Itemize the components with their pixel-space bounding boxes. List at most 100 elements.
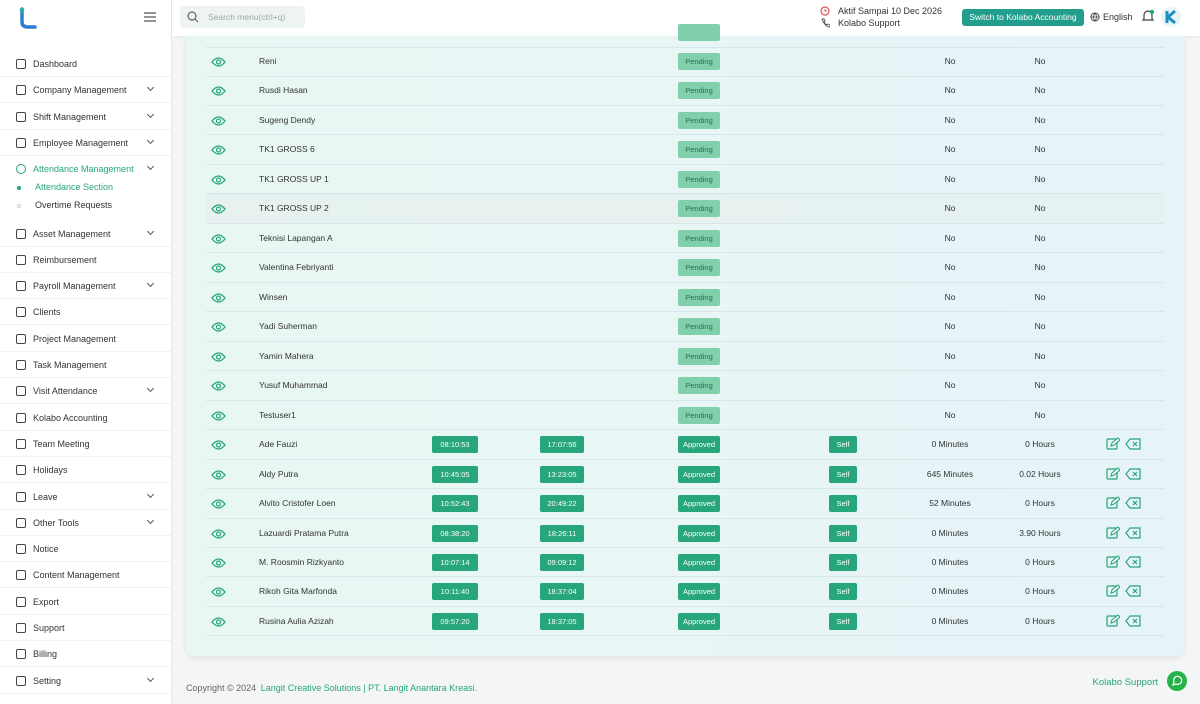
view-icon[interactable] bbox=[211, 293, 226, 305]
table-row: M. Roosmin Rizkyanto 10:07:14 09:09:12 Appr… bbox=[206, 548, 1164, 578]
view-icon[interactable] bbox=[211, 263, 226, 275]
view-icon[interactable] bbox=[211, 234, 226, 246]
overtime-minutes: 0 Minutes bbox=[931, 439, 969, 450]
menu-item[interactable]: Payroll Management bbox=[0, 273, 171, 300]
menu-item[interactable]: Team Meeting bbox=[0, 431, 171, 457]
menu-label: Attendance Management bbox=[33, 164, 134, 175]
menu-icon bbox=[16, 111, 26, 122]
view-icon[interactable] bbox=[211, 57, 226, 69]
menu-label: Kolabo Accounting bbox=[33, 412, 108, 423]
menu-label: Company Management bbox=[33, 85, 127, 96]
menu-item[interactable]: Support bbox=[0, 615, 171, 641]
menu-item[interactable]: Content Management bbox=[0, 562, 171, 589]
employee-name: Rikoh Gita Marfonda bbox=[259, 586, 337, 597]
employee-name: Lazuardi Pratama Putra bbox=[259, 527, 349, 538]
clock-in-badge: 08:10:53 bbox=[432, 436, 478, 454]
table-row: Valentina Febriyanti Pending No No bbox=[206, 253, 1164, 283]
view-icon[interactable] bbox=[211, 499, 226, 511]
avatar[interactable] bbox=[1161, 7, 1181, 27]
delete-button[interactable] bbox=[1125, 497, 1141, 511]
menu-item[interactable]: Kolabo Accounting bbox=[0, 405, 171, 431]
menu-item[interactable]: Holidays bbox=[0, 457, 171, 484]
menu-item[interactable]: Visit Attendance bbox=[0, 378, 171, 405]
menu-item[interactable]: Asset Management bbox=[0, 221, 171, 247]
view-icon[interactable] bbox=[211, 322, 226, 334]
chevron bbox=[146, 110, 155, 118]
view-icon[interactable] bbox=[211, 145, 226, 157]
edit-button[interactable] bbox=[1106, 496, 1121, 512]
submenu-label[interactable]: Overtime Requests bbox=[35, 199, 113, 210]
view-icon[interactable] bbox=[211, 558, 226, 570]
menu-item[interactable]: Clients bbox=[0, 299, 171, 326]
delete-button[interactable] bbox=[1125, 615, 1141, 629]
delete-button[interactable] bbox=[1125, 438, 1141, 452]
method-badge: Self bbox=[829, 436, 857, 454]
clock-in-badge: 09:57:20 bbox=[432, 612, 478, 630]
edit-button[interactable] bbox=[1106, 525, 1121, 542]
menu-toggle[interactable] bbox=[143, 11, 157, 23]
menu-item[interactable]: Export bbox=[0, 589, 171, 615]
menu-icon bbox=[16, 544, 26, 555]
view-icon[interactable] bbox=[211, 204, 226, 216]
menu-item[interactable]: Dashboard bbox=[0, 51, 171, 77]
submenu-label[interactable]: Attendance Section bbox=[35, 181, 114, 192]
employee-name: Aldy Putra bbox=[259, 468, 299, 479]
menu-item[interactable]: Other Tools bbox=[0, 510, 171, 536]
whatsapp-label[interactable]: Kolabo Support bbox=[1092, 677, 1159, 688]
table-row: Yadi Suherman Pending No No bbox=[206, 312, 1164, 342]
overtime-minutes: 0 Minutes bbox=[931, 556, 969, 567]
employee-name: Teknisi Lapangan A bbox=[259, 232, 333, 243]
delete-button[interactable] bbox=[1125, 467, 1141, 482]
delete-button[interactable] bbox=[1125, 526, 1141, 541]
menu-item[interactable]: Employee Management bbox=[0, 130, 171, 156]
clock-in-badge: 10:11:40 bbox=[432, 583, 478, 601]
view-icon[interactable] bbox=[211, 587, 226, 599]
clock-in-badge: 10:07:14 bbox=[432, 553, 478, 571]
view-icon[interactable] bbox=[211, 410, 226, 423]
overtime-minutes: No bbox=[944, 232, 956, 243]
menu-item[interactable]: Setting bbox=[0, 668, 171, 694]
menu-item[interactable]: Leave bbox=[0, 484, 171, 510]
table-row: Rikoh Gita Marfonda 10:11:40 18:37:04 Appro… bbox=[206, 577, 1164, 607]
edit-button[interactable] bbox=[1106, 437, 1121, 453]
view-icon[interactable] bbox=[211, 352, 226, 364]
status-badge: Approved bbox=[678, 436, 720, 454]
view-icon[interactable] bbox=[211, 116, 226, 128]
company-link[interactable]: Langit Creative Solutions | PT. Langit A… bbox=[260, 683, 478, 693]
search-box[interactable]: Search menu(ctrl+q) bbox=[180, 6, 305, 28]
menu-item[interactable]: Attendance Management bbox=[0, 156, 171, 182]
menu-item[interactable]: Company Management bbox=[0, 77, 171, 104]
overtime-minutes: 0 Minutes bbox=[931, 615, 969, 626]
view-icon[interactable] bbox=[211, 528, 226, 541]
menu-item[interactable]: Project Management bbox=[0, 326, 171, 352]
view-icon[interactable] bbox=[211, 617, 226, 629]
edit-button[interactable] bbox=[1106, 584, 1121, 600]
menu-item[interactable]: Shift Management bbox=[0, 104, 171, 130]
delete-button[interactable] bbox=[1125, 585, 1141, 599]
view-icon[interactable] bbox=[211, 175, 226, 187]
delete-button[interactable] bbox=[1125, 556, 1141, 570]
switch-button[interactable]: Switch to Kolabo Accounting bbox=[962, 9, 1084, 26]
overtime-hours: No bbox=[1034, 56, 1046, 66]
view-icon[interactable] bbox=[211, 469, 226, 482]
language[interactable]: English bbox=[1103, 12, 1133, 22]
status-badge: Approved bbox=[678, 553, 720, 571]
menu-item[interactable]: Notice bbox=[0, 536, 171, 563]
notification-icon[interactable] bbox=[1141, 9, 1155, 23]
edit-button[interactable] bbox=[1106, 614, 1121, 630]
whatsapp-button[interactable] bbox=[1167, 671, 1187, 691]
employee-name: Yadi Suherman bbox=[259, 321, 317, 332]
view-icon[interactable] bbox=[211, 381, 226, 393]
menu-item[interactable]: Billing bbox=[0, 641, 171, 668]
view-icon[interactable] bbox=[211, 440, 226, 452]
edit-button[interactable] bbox=[1106, 466, 1121, 483]
menu-item[interactable]: Reimbursement bbox=[0, 247, 171, 273]
footer: Copyright © 2024 Langit Creative Solutio… bbox=[186, 683, 477, 693]
chevron bbox=[146, 227, 155, 235]
view-icon[interactable] bbox=[211, 86, 226, 98]
edit-button[interactable] bbox=[1106, 555, 1121, 571]
chevron bbox=[146, 280, 155, 288]
logo bbox=[19, 7, 37, 29]
method-badge: Self bbox=[829, 465, 857, 483]
menu-item[interactable]: Task Management bbox=[0, 352, 171, 378]
